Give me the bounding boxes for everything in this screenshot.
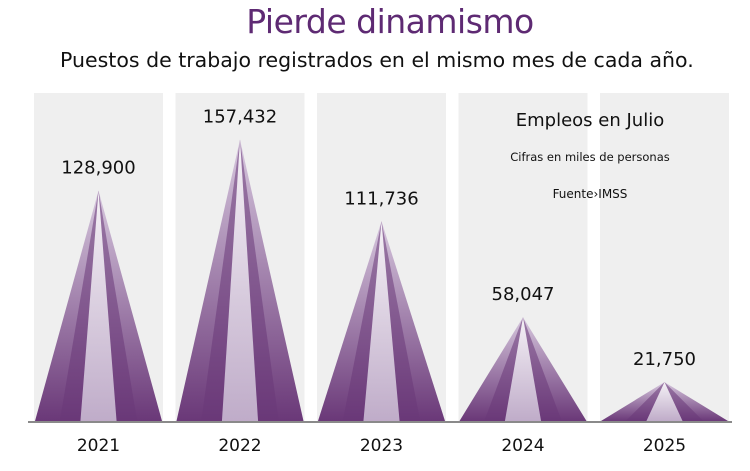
x-tick-label: 2024 bbox=[501, 436, 544, 456]
data-label: 21,750 bbox=[633, 349, 696, 370]
bar-mark bbox=[35, 190, 162, 421]
annotation-units: Cifras en miles de personas bbox=[510, 150, 670, 164]
data-label: 58,047 bbox=[492, 284, 555, 305]
data-label: 128,900 bbox=[61, 158, 135, 179]
x-tick-label: 2023 bbox=[360, 436, 403, 456]
x-tick-label: 2022 bbox=[218, 436, 261, 456]
x-tick-label: 2021 bbox=[77, 436, 120, 456]
annotation-title: Empleos en Julio bbox=[515, 110, 665, 131]
annotation-source: Fuente›IMSS bbox=[552, 187, 628, 201]
bar-mark bbox=[601, 382, 728, 421]
column-band bbox=[600, 93, 729, 421]
data-label: 157,432 bbox=[203, 107, 277, 128]
bar-mark bbox=[318, 221, 445, 421]
bar-mark bbox=[459, 317, 587, 421]
chart-title: Pierde dinamismo bbox=[246, 2, 534, 41]
chart-subtitle: Puestos de trabajo registrados en el mis… bbox=[60, 48, 694, 72]
x-tick-label: 2025 bbox=[643, 436, 686, 456]
data-label: 111,736 bbox=[344, 188, 418, 209]
bar-mark bbox=[176, 139, 304, 421]
